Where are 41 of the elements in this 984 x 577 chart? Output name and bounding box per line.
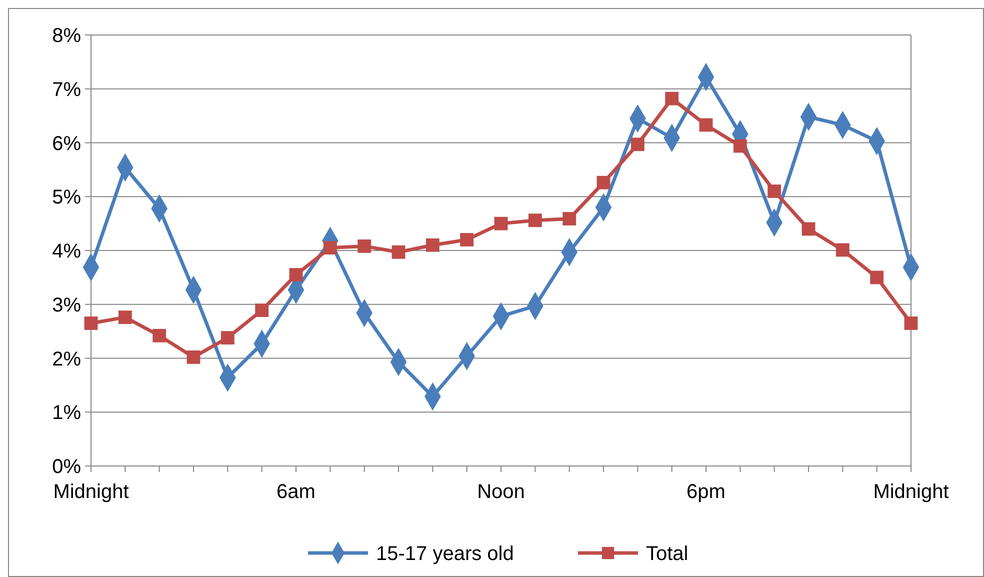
x-tick-label: 6am xyxy=(276,481,316,503)
y-tick-label: 5% xyxy=(52,186,82,209)
point xyxy=(836,243,850,257)
point xyxy=(392,245,406,259)
point xyxy=(289,268,303,282)
point xyxy=(426,238,440,252)
y-tick-label: 2% xyxy=(52,348,82,370)
y-tick-label: 8% xyxy=(52,25,82,47)
x-tick-label: Noon xyxy=(477,481,525,503)
point xyxy=(220,331,234,344)
point xyxy=(562,212,576,226)
point xyxy=(118,310,132,324)
legend-label: 15-17 years old xyxy=(376,543,514,565)
point xyxy=(460,233,474,246)
point xyxy=(768,184,782,198)
point xyxy=(665,92,679,106)
y-tick-label: 7% xyxy=(52,78,82,101)
point xyxy=(152,328,166,342)
point xyxy=(358,239,372,253)
x-tick-label: Midnight xyxy=(53,481,130,503)
point xyxy=(699,118,713,132)
point xyxy=(630,138,644,152)
point xyxy=(802,222,816,236)
y-tick-label: 0% xyxy=(52,456,82,478)
y-tick-label: 6% xyxy=(52,132,82,155)
point xyxy=(186,350,200,364)
point xyxy=(255,304,269,318)
y-tick-label: 3% xyxy=(52,294,82,316)
point xyxy=(733,139,747,153)
x-tick-label: Midnight xyxy=(873,481,950,503)
point xyxy=(904,316,918,330)
legend-label: Total xyxy=(646,543,688,565)
y-tick-label: 1% xyxy=(52,402,82,424)
point xyxy=(870,270,884,284)
x-tick-label: 6pm xyxy=(686,481,726,503)
point xyxy=(323,241,337,255)
y-tick-label: 4% xyxy=(52,240,82,262)
point xyxy=(596,176,610,190)
point xyxy=(528,214,542,228)
point xyxy=(84,316,98,330)
point xyxy=(494,216,508,230)
